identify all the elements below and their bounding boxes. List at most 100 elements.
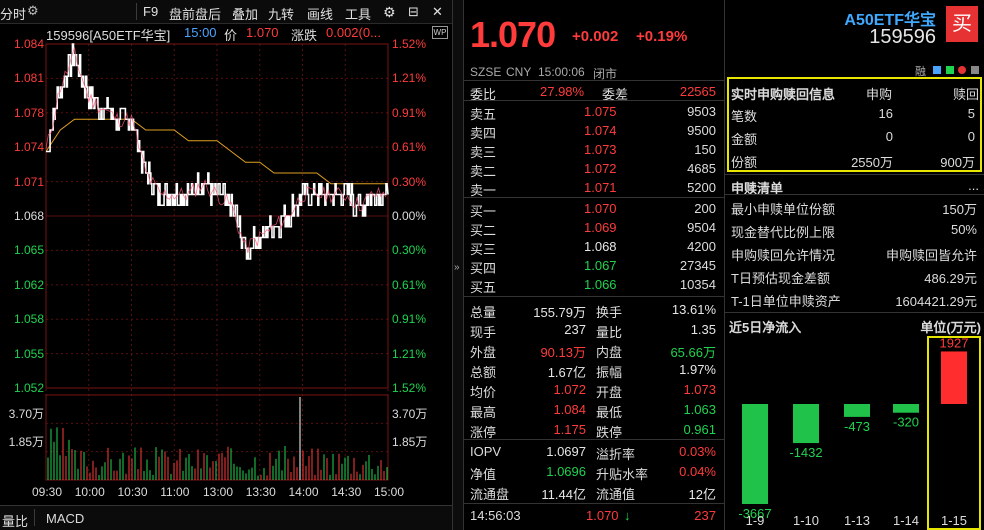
order-volume: 200: [694, 201, 716, 216]
stat-value: 0.04%: [679, 464, 716, 479]
etf-code: 159596: [869, 26, 936, 48]
time-tick-label: 13:00: [203, 485, 234, 499]
order-price: 1.069: [584, 220, 617, 235]
order-level-label: 卖一: [470, 183, 497, 198]
pct-tick-label: 0.61%: [392, 277, 427, 292]
panel-splitter[interactable]: »: [452, 0, 464, 530]
sub-redeem-row: 笔数 16 5: [731, 104, 981, 124]
order-book-row: 买二 1.069 9504: [464, 218, 724, 238]
sub-redeem-label: 份额: [731, 155, 758, 170]
tick-volume: 237: [694, 508, 716, 523]
tab-macd[interactable]: MACD: [46, 511, 85, 526]
stat-row: 净值 1.0696 升贴水率 0.04%: [464, 462, 724, 482]
divider: [464, 296, 724, 297]
buy-button[interactable]: 买: [946, 6, 978, 42]
list-label: 现金替代比例上限: [731, 225, 836, 240]
intraday-chart[interactable]: [0, 24, 452, 505]
list-title: 申赎清单: [731, 181, 784, 196]
volume-tick-label: 3.70万: [392, 407, 428, 421]
order-diff-value: 22565: [679, 84, 716, 99]
stat-value: 12亿: [688, 487, 716, 502]
price-tick-label: 1.084: [13, 37, 44, 51]
chart-grid: [45, 43, 389, 481]
last-tick-row[interactable]: 14:56:03 1.070 ↓ 237: [464, 506, 724, 525]
order-level-label: 买二: [470, 223, 497, 238]
indicator-tabs: 量比 MACD: [0, 505, 452, 530]
divider: [464, 100, 724, 101]
stat-value: 1.97%: [679, 362, 716, 377]
inflow-bar: [742, 404, 768, 504]
inflow-value-label: 1927: [940, 336, 969, 350]
grid-icon[interactable]: [971, 66, 979, 74]
inflow-date-label: 1-9: [746, 513, 765, 528]
etf-name: A50ETF华宝: [844, 12, 936, 29]
list-row: T-1日单位申赎资产 1604421.29元: [731, 289, 981, 309]
pct-tick-label: 0.61%: [392, 140, 427, 155]
stat-row: 外盘 90.13万 内盘 65.66万: [464, 340, 724, 360]
time-tick-label: 15:00: [374, 485, 405, 499]
stat-label: 外盘: [470, 345, 497, 360]
order-volume: 10354: [679, 277, 716, 292]
tick-price: 1.070: [586, 508, 619, 523]
order-book-row: 卖三 1.073 150: [464, 140, 724, 160]
list-row: 最小申赎单位份额 150万: [731, 197, 981, 217]
price-change-pct: +0.19%: [636, 28, 688, 45]
sub-redeem-title: 实时申购赎回信息: [731, 87, 836, 102]
divider: [464, 503, 724, 504]
stat-label: 现手: [470, 325, 497, 340]
wp-badge[interactable]: WP: [432, 26, 448, 39]
inflow-bar: [793, 404, 819, 444]
chart-toolbar: 分时 ⚙ F9 盘前盘后 叠加 九转 画线 工具 ⚙ ⊟ ✕: [0, 0, 452, 24]
list-label: T-1日单位申赎资产: [731, 294, 841, 309]
time-tick-label: 13:30: [245, 485, 276, 499]
order-level-label: 买三: [470, 242, 497, 257]
order-level-label: 卖二: [470, 164, 497, 179]
order-price: 1.067: [584, 258, 617, 273]
tools-button[interactable]: 工具: [345, 7, 372, 22]
redeem-value: 900万: [940, 155, 975, 170]
nine-turns-button[interactable]: 九转: [268, 7, 295, 22]
inflow-date-label: 1-14: [893, 513, 919, 528]
bookmark-icon[interactable]: ⊟: [408, 4, 419, 19]
list-header: 申赎清单 ...: [731, 176, 984, 196]
expand-arrow-icon[interactable]: »: [454, 262, 460, 273]
order-volume: 27345: [679, 258, 716, 273]
pre-post-market-button[interactable]: 盘前盘后: [169, 7, 222, 22]
pct-tick-label: 1.21%: [392, 71, 427, 86]
flow-header: 近5日净流入 单位(万元): [729, 315, 984, 335]
order-price: 1.071: [584, 180, 617, 195]
change-label: 涨跌: [291, 28, 318, 43]
time-tick-label: 10:00: [74, 485, 105, 499]
list-row: T日预估现金差额 486.29元: [731, 266, 981, 286]
price-tick-label: 1.062: [13, 277, 44, 292]
stat-label: 涨停: [470, 425, 497, 440]
stat-row: 总额 1.67亿 振幅 1.97%: [464, 360, 724, 380]
tab-volume-ratio[interactable]: 量比: [2, 514, 29, 529]
overlay-button[interactable]: 叠加: [232, 7, 259, 22]
divider: [464, 80, 724, 81]
tab-intraday[interactable]: 分时: [0, 7, 27, 22]
edit-icon[interactable]: [933, 66, 941, 74]
stat-label: 均价: [470, 385, 497, 400]
pct-tick-label: 1.52%: [392, 37, 427, 51]
more-button[interactable]: ...: [968, 178, 979, 193]
list-value: 50%: [950, 222, 977, 237]
gear-icon[interactable]: ⚙: [383, 4, 396, 20]
tag-icon[interactable]: [946, 66, 954, 74]
order-level-label: 卖五: [470, 107, 497, 122]
sub-redeem-row: 金额 0 0: [731, 127, 981, 147]
redeem-value: 5: [967, 106, 975, 121]
inflow-value-label: -3667: [738, 506, 771, 521]
price-tick-label: 1.055: [13, 346, 44, 361]
settings-icon[interactable]: ⚙: [27, 3, 39, 18]
time-tick-label: 10:30: [117, 485, 148, 499]
order-ratio-value: 27.98%: [540, 84, 585, 99]
close-icon[interactable]: ✕: [432, 4, 443, 19]
order-book-row: 卖四 1.074 9500: [464, 121, 724, 141]
inflow-value-label: -1432: [789, 445, 822, 460]
f9-button[interactable]: F9: [143, 4, 159, 19]
alert-icon[interactable]: [958, 66, 966, 74]
draw-line-button[interactable]: 画线: [307, 7, 334, 22]
list-label: 最小申赎单位份额: [731, 202, 836, 217]
